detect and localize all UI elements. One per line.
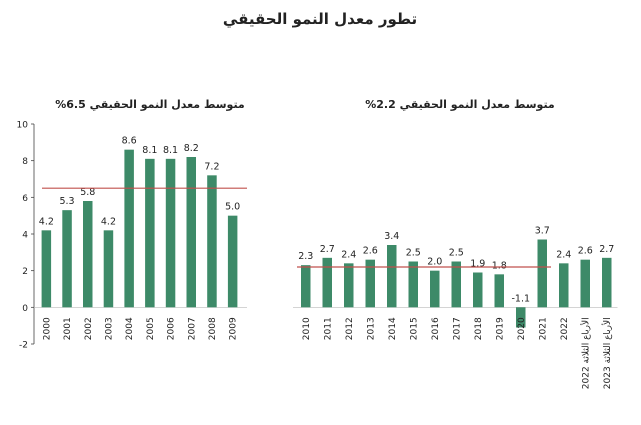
x-category-label: 2016	[431, 317, 441, 340]
page-title: تطور معدل النمو الحقيقي	[223, 10, 417, 28]
bar-value-label: 2.4	[341, 249, 356, 260]
bar-value-label: 2.0	[427, 257, 442, 268]
x-category-label: 2011	[323, 317, 333, 340]
y-tick-label: 8	[22, 157, 28, 167]
y-tick-label: 2	[22, 267, 28, 277]
bar-value-label: 2.4	[556, 249, 571, 260]
x-category-label: 2021	[538, 317, 548, 340]
bar-value-label: 2.6	[363, 246, 378, 257]
bar	[516, 307, 526, 328]
x-category-label: 2020	[517, 317, 527, 340]
bar	[580, 259, 590, 308]
x-category-label: 2001	[63, 317, 73, 340]
bar-value-label: 3.7	[535, 226, 550, 237]
bar	[186, 157, 196, 308]
bar	[430, 270, 440, 308]
bar-value-label: 5.3	[59, 196, 74, 207]
left-bar-chart: -2 0 2 4 6 8 10 4.2 2000 5.3 2001 5.8 2002 4.2 2003 8.6…	[17, 121, 247, 351]
bar	[451, 261, 461, 308]
bar	[41, 230, 52, 308]
bar-value-label: 1.8	[492, 260, 507, 271]
bar	[387, 245, 397, 308]
left-chart-title: متوسط معدل النمو الحقيقي 6.5%	[55, 98, 245, 111]
bar	[83, 201, 93, 308]
bar-value-label: 3.4	[384, 231, 399, 242]
bar-value-label: 4.2	[101, 216, 116, 227]
bar	[537, 239, 547, 308]
x-category-label: 2010	[302, 317, 312, 340]
bar-value-label: 7.2	[204, 161, 219, 172]
bar	[322, 257, 332, 308]
bar	[473, 272, 483, 308]
x-category-label: 2013	[366, 317, 376, 340]
bar	[207, 175, 217, 308]
bar-value-label: 8.1	[163, 145, 178, 156]
x-category-label: 2012	[345, 317, 355, 340]
bar-value-label: 5.8	[80, 187, 95, 198]
bar-value-label: 2.7	[599, 244, 614, 255]
x-category-label: 2005	[146, 317, 156, 340]
x-category-label: 2000	[42, 317, 52, 340]
bar-value-label: 5.0	[225, 202, 240, 213]
bar	[602, 257, 612, 308]
bar	[103, 230, 114, 308]
y-tick-label: 10	[17, 121, 29, 131]
bar-value-label: 1.9	[470, 259, 485, 270]
bar	[62, 210, 72, 308]
bar-value-label: 2.6	[578, 246, 593, 257]
bar	[365, 259, 375, 308]
bar-value-label: 8.6	[122, 136, 137, 147]
bar-value-label: 2.7	[320, 244, 335, 255]
x-category-label: الأرباع الثلاثة 2022	[579, 317, 591, 389]
bar-value-label: 8.2	[184, 143, 199, 154]
bar-value-label: 2.5	[406, 248, 421, 259]
bar-value-label: 4.2	[39, 216, 54, 227]
x-category-label: 2008	[208, 317, 218, 340]
bar	[145, 158, 155, 308]
y-tick-label: 4	[22, 231, 28, 241]
x-category-label: 2009	[229, 317, 239, 340]
bar	[165, 158, 176, 308]
y-tick-label: -2	[19, 341, 28, 351]
right-bar-chart: 2.3 2010 2.7 2011 2.4 2012 2.6 2013 3.4 2014 2.5 20…	[293, 226, 618, 389]
x-category-label: 2019	[495, 317, 505, 340]
x-category-label: 2003	[104, 317, 114, 340]
x-category-label: 2007	[187, 317, 197, 340]
bar	[494, 274, 504, 308]
x-category-label: 2017	[452, 317, 462, 340]
bar	[301, 265, 311, 308]
x-category-label: الأرباع الثلاثة 2023	[601, 317, 613, 389]
bar-value-label: 2.5	[449, 248, 464, 259]
x-category-label: 2004	[125, 317, 135, 340]
x-category-label: 2022	[560, 317, 570, 340]
bar-value-label: 2.3	[298, 251, 313, 262]
bar-value-label: 8.1	[142, 145, 157, 156]
bar	[124, 149, 134, 308]
bar	[344, 263, 354, 308]
x-category-label: 2018	[474, 317, 484, 340]
y-tick-label: 6	[22, 194, 28, 204]
y-tick-label: 0	[22, 304, 28, 314]
x-category-label: 2006	[167, 317, 177, 340]
x-category-label: 2014	[388, 317, 398, 340]
bar	[227, 215, 238, 308]
x-category-label: 2015	[409, 317, 419, 340]
bar-value-label: -1.1	[511, 293, 530, 304]
x-category-label: 2002	[84, 317, 94, 340]
right-chart-title: متوسط معدل النمو الحقيقي 2.2%	[365, 98, 555, 111]
bar	[408, 261, 418, 308]
bar	[559, 263, 569, 308]
